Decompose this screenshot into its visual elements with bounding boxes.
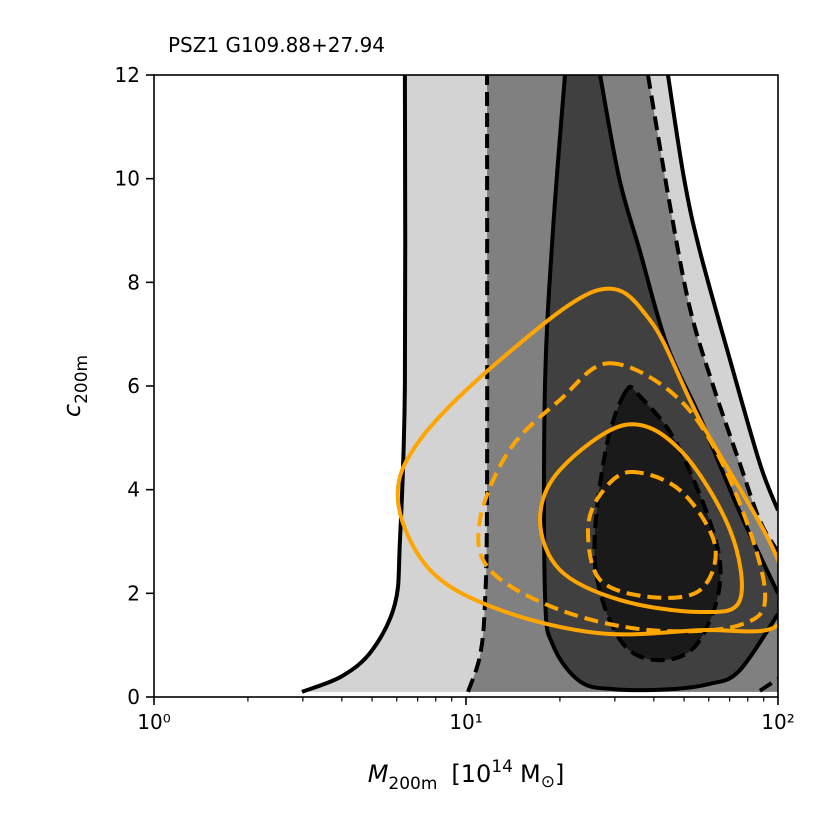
y-tick-label: 4 [127,478,140,502]
axes: 10⁰ 10¹ 10² 0 2 4 6 8 10 12 [115,63,795,734]
contour-line [541,75,778,693]
y-tick-label: 8 [127,270,140,294]
contour-fill [667,75,778,511]
contour-line [645,75,778,553]
contour-line [585,470,718,600]
x-label-unit-close: ] [555,760,564,788]
x-label-unit-subscript: ⊙ [541,772,555,792]
y-label-subscript: 200m [72,355,92,404]
y-tick-label: 6 [127,374,140,398]
contour-line [538,422,744,615]
y-tick-label: 2 [127,581,140,605]
x-label-symbol: M [368,760,389,788]
chart-title: PSZ1 G109.88+27.94 [168,33,385,57]
x-label-subscript: 200m [388,774,437,794]
x-tick-label: 10¹ [449,710,482,734]
y-tick-label: 10 [115,167,140,191]
y-label-symbol: c [58,404,86,417]
x-tick-label: 10² [761,710,794,734]
contour-fill [594,386,721,661]
contour-fills [301,75,778,692]
contour-lines [301,75,778,694]
x-tick-label: 10⁰ [137,710,170,734]
contour-line [476,361,768,634]
y-tick-label: 12 [115,63,140,87]
x-axis-label: M200m [1014 M⊙] [368,757,565,794]
x-label-unit: [10 [451,760,491,788]
x-label-unit-symbol: M [520,760,541,788]
contour-line [758,677,778,693]
contour-line [395,286,778,637]
contour-line [666,75,778,512]
contour-line [466,75,490,693]
y-axis-label: c200m [58,355,92,417]
y-tick-label: 0 [127,685,140,709]
x-label-exponent: 14 [491,757,513,777]
contour-line [301,75,408,694]
